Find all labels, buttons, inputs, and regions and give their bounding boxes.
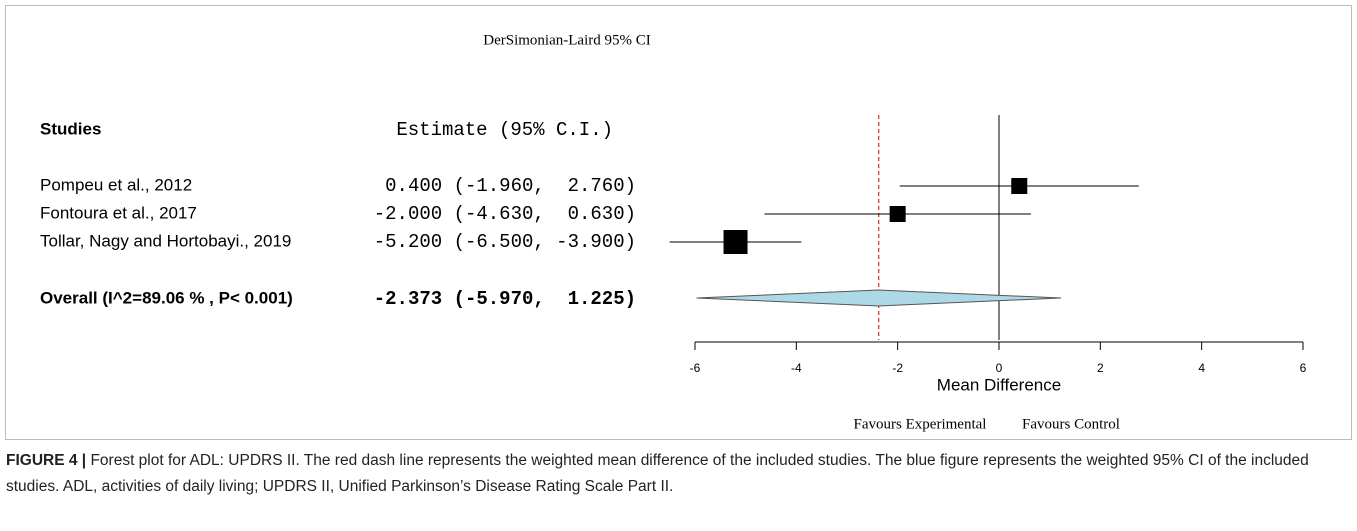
chart-title: DerSimonian-Laird 95% CI [483, 32, 650, 48]
study-estimate: 0.400 (-1.960, 2.760) [385, 175, 636, 197]
chart: DerSimonian-Laird 95% CI Studies Estimat… [5, 5, 1352, 440]
point-estimate [1011, 178, 1028, 194]
caption: FIGURE 4 | Forest plot for ADL: UPDRS II… [6, 448, 1346, 500]
x-tick-label: 4 [1198, 361, 1205, 375]
x-tick-label: 6 [1300, 361, 1307, 375]
column-header: Estimate (95% C.I.) [396, 119, 613, 141]
overall-estimate: -2.373 (-5.970, 1.225) [374, 288, 636, 310]
study-label: Tollar, Nagy and Hortobayi., 2019 [40, 231, 291, 250]
x-tick-label: -6 [690, 361, 701, 375]
x-tick-label: -2 [892, 361, 903, 375]
x-tick-label: -4 [791, 361, 802, 375]
study-estimate: -2.000 (-4.630, 0.630) [374, 203, 636, 225]
overall-diamond [696, 289, 1062, 307]
caption-text: Forest plot for ADL: UPDRS II. The red d… [6, 452, 1309, 495]
caption-label: FIGURE 4 | [6, 452, 87, 469]
annotation: Favours Control [1022, 416, 1120, 432]
study-label: Fontoura et al., 2017 [40, 203, 197, 222]
point-estimate [889, 206, 906, 222]
annotation: Favours Experimental [854, 416, 987, 432]
x-axis-label: Mean Difference [937, 375, 1061, 394]
column-header: Studies [40, 119, 101, 138]
point-estimate [723, 230, 748, 254]
study-label: Pompeu et al., 2012 [40, 175, 192, 194]
study-estimate: -5.200 (-6.500, -3.900) [374, 231, 636, 253]
overall-label: Overall (I^2=89.06 % , P< 0.001) [40, 288, 293, 307]
x-tick-label: 0 [996, 361, 1003, 375]
frame [5, 5, 1352, 440]
x-tick-label: 2 [1097, 361, 1104, 375]
